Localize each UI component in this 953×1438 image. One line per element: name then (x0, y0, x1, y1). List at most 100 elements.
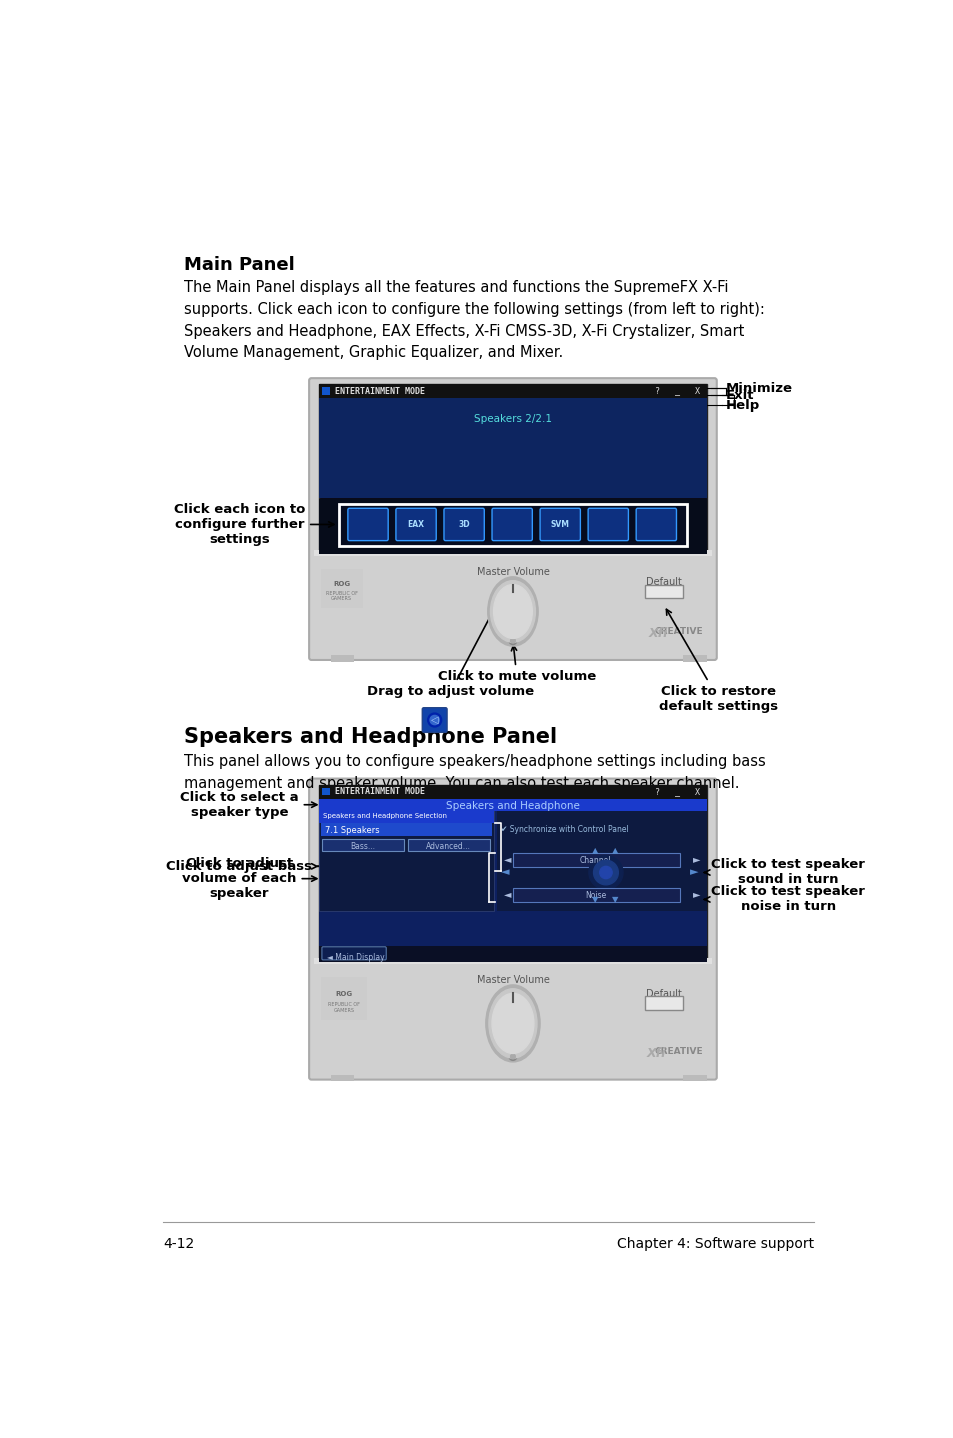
Text: SVM: SVM (550, 521, 569, 529)
FancyBboxPatch shape (636, 508, 676, 541)
Bar (319, 384, 706, 498)
Text: Xfi: Xfi (646, 1047, 666, 1060)
Text: Default: Default (645, 577, 681, 587)
Bar (320, 569, 363, 608)
Text: 4-12: 4-12 (163, 1237, 194, 1251)
Text: Exit: Exit (725, 388, 754, 401)
Bar (314, 549, 711, 557)
Text: ►: ► (692, 889, 700, 899)
Bar (319, 798, 706, 811)
Ellipse shape (488, 989, 537, 1058)
Text: ◄: ◄ (500, 867, 509, 877)
FancyBboxPatch shape (395, 508, 436, 541)
Text: Speakers 2/2.1: Speakers 2/2.1 (474, 414, 552, 424)
Text: ENTERTAINMENT MODE: ENTERTAINMENT MODE (335, 787, 424, 797)
Bar (321, 838, 404, 851)
Ellipse shape (492, 994, 534, 1054)
Text: The Main Panel displays all the features and functions the SupremeFX X-Fi
suppor: The Main Panel displays all the features… (183, 280, 763, 360)
Text: Minimize: Minimize (725, 381, 792, 394)
Bar (319, 811, 493, 912)
Text: Click to test speaker
noise in turn: Click to test speaker noise in turn (704, 886, 864, 913)
Bar (319, 946, 706, 962)
Bar (644, 584, 682, 598)
Text: ◄: ◄ (503, 889, 511, 899)
Bar (682, 1076, 706, 1081)
Bar (513, 887, 679, 902)
Text: Channel: Channel (579, 856, 611, 866)
Circle shape (509, 1053, 517, 1060)
Text: Click to test speaker
sound in turn: Click to test speaker sound in turn (704, 858, 864, 886)
Bar (322, 788, 330, 795)
Bar (319, 384, 706, 398)
Text: ▲: ▲ (612, 847, 618, 856)
Text: ◄ Main Display: ◄ Main Display (327, 952, 384, 962)
Bar (513, 853, 679, 867)
Text: Click each icon to
configure further
settings: Click each icon to configure further set… (173, 503, 334, 546)
Text: EAX: EAX (407, 521, 424, 529)
Bar (331, 656, 354, 661)
Text: Bass...: Bass... (350, 841, 375, 851)
Bar (497, 811, 706, 912)
Text: Click to mute volume: Click to mute volume (437, 646, 596, 683)
Bar (644, 997, 682, 1011)
FancyBboxPatch shape (309, 378, 716, 660)
Text: Main Panel: Main Panel (183, 256, 294, 273)
FancyBboxPatch shape (587, 508, 628, 541)
Circle shape (430, 716, 439, 725)
Text: Xfi: Xfi (648, 627, 667, 640)
Bar (319, 811, 493, 823)
Text: ►: ► (690, 867, 699, 877)
Text: CREATIVE: CREATIVE (654, 1047, 702, 1055)
FancyBboxPatch shape (492, 508, 532, 541)
Text: Speakers and Headphone Panel: Speakers and Headphone Panel (183, 728, 557, 746)
Text: Master Volume: Master Volume (476, 975, 549, 985)
Text: ◁: ◁ (431, 715, 438, 725)
Text: 3D: 3D (457, 521, 470, 529)
Text: ?   _   X: ? _ X (655, 387, 700, 395)
Text: ?   _   X: ? _ X (655, 787, 700, 797)
Circle shape (510, 1054, 515, 1058)
Bar (319, 384, 706, 554)
FancyBboxPatch shape (422, 707, 447, 732)
FancyBboxPatch shape (348, 508, 388, 541)
Ellipse shape (485, 985, 539, 1061)
Bar (338, 503, 686, 546)
Text: ▼: ▼ (592, 894, 598, 905)
Bar (682, 656, 706, 661)
Bar (407, 838, 490, 851)
Circle shape (593, 860, 618, 884)
Bar (322, 387, 330, 395)
FancyBboxPatch shape (443, 508, 484, 541)
Text: ►: ► (692, 854, 700, 864)
Text: Speakers and Headphone Selection: Speakers and Headphone Selection (323, 814, 447, 820)
Ellipse shape (493, 584, 532, 638)
Bar (314, 958, 711, 963)
Text: Speakers and Headphone: Speakers and Headphone (446, 801, 579, 811)
Text: REPUBLIC OF
GAMERS: REPUBLIC OF GAMERS (325, 591, 357, 601)
Text: Drag to adjust volume: Drag to adjust volume (367, 585, 534, 697)
Text: Click to select a
speaker type: Click to select a speaker type (180, 791, 316, 818)
Text: Help: Help (725, 398, 760, 411)
Bar (319, 499, 706, 554)
Bar (320, 823, 492, 835)
Text: Master Volume: Master Volume (476, 567, 549, 577)
Text: REPUBLIC OF
GAMERS: REPUBLIC OF GAMERS (328, 1002, 359, 1012)
Text: ROG: ROG (335, 991, 353, 997)
FancyBboxPatch shape (539, 508, 579, 541)
Bar (319, 785, 706, 798)
Ellipse shape (490, 581, 535, 643)
Text: Default: Default (645, 989, 681, 999)
Circle shape (509, 637, 517, 644)
Bar (319, 785, 706, 962)
Text: ENTERTAINMENT MODE: ENTERTAINMENT MODE (335, 387, 424, 395)
Text: ▲: ▲ (592, 847, 598, 856)
Text: ▼: ▼ (612, 894, 618, 905)
Circle shape (510, 638, 515, 643)
Text: Chapter 4: Software support: Chapter 4: Software support (617, 1237, 814, 1251)
FancyBboxPatch shape (309, 778, 716, 1080)
FancyBboxPatch shape (321, 946, 386, 961)
Text: Click to adjust bass: Click to adjust bass (166, 860, 317, 873)
Text: ROG: ROG (333, 581, 350, 587)
Circle shape (588, 856, 622, 890)
Ellipse shape (487, 577, 537, 646)
